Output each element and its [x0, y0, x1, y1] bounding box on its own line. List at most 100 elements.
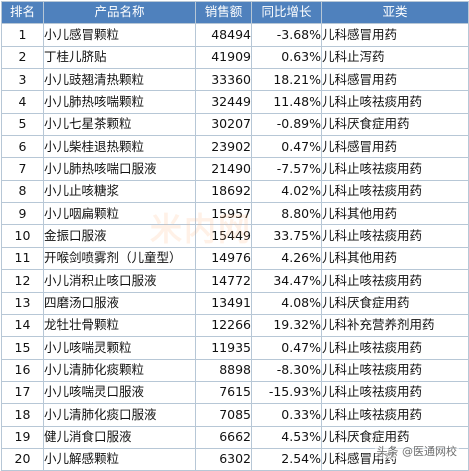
cell-yoy-growth: -15.93%	[251, 380, 322, 405]
cell-sales: 32449	[195, 90, 252, 114]
table-row: 17 小儿咳喘灵口服液 7615 -15.93% 儿科止咳祛痰用药	[1, 380, 469, 405]
cell-product-name: 小儿肺热咳喘口服液	[43, 157, 196, 181]
cell-yoy-growth: 0.33%	[251, 403, 322, 427]
cell-sales: 33360	[195, 68, 252, 92]
cell-yoy-growth: 4.02%	[251, 179, 322, 204]
cell-sales: 8898	[195, 358, 252, 382]
cell-product-name: 小儿止咳糖浆	[43, 179, 196, 204]
cell-sales: 14976	[195, 246, 252, 271]
cell-rank: 8	[1, 179, 44, 204]
table-row: 16 小儿清肺化痰颗粒 8898 -8.30% 儿科止咳祛痰用药	[1, 358, 469, 382]
cell-sales: 21490	[195, 157, 252, 181]
cell-rank: 16	[1, 358, 44, 382]
cell-category: 儿科止咳祛痰用药	[321, 90, 469, 114]
cell-sales: 11935	[195, 336, 252, 360]
cell-sales: 15449	[195, 224, 252, 248]
cell-category: 儿科止咳祛痰用药	[321, 179, 469, 204]
table-row: 3 小儿豉翘清热颗粒 33360 18.21% 儿科感冒用药	[1, 68, 469, 92]
cell-category: 儿科感冒用药	[321, 135, 469, 159]
cell-category: 儿科厌食症用药	[321, 112, 469, 137]
cell-product-name: 小儿咽扁颗粒	[43, 202, 196, 226]
cell-product-name: 小儿感冒颗粒	[43, 23, 196, 47]
table-row: 10 金振口服液 15449 33.75% 儿科止咳祛痰用药	[1, 224, 469, 248]
cell-product-name: 小儿清肺化痰颗粒	[43, 358, 196, 382]
table-row: 20 小儿解感颗粒 6302 2.54% 儿科感冒用药	[1, 447, 469, 471]
header-sales: 销售额	[195, 0, 252, 25]
cell-yoy-growth: 18.21%	[251, 68, 322, 92]
cell-product-name: 小儿消积止咳口服液	[43, 269, 196, 293]
cell-product-name: 金振口服液	[43, 224, 196, 248]
cell-category: 儿科止咳祛痰用药	[321, 157, 469, 181]
cell-rank: 2	[1, 45, 44, 70]
table-row: 14 龙牡壮骨颗粒 12266 19.32% 儿科补充营养剂用药	[1, 313, 469, 338]
cell-sales: 41909	[195, 45, 252, 70]
cell-yoy-growth: 8.80%	[251, 202, 322, 226]
cell-category: 儿科厌食症用药	[321, 291, 469, 315]
header-row: 排名 产品名称 销售额 同比增长 亚类	[1, 0, 469, 25]
header-yoy-growth: 同比增长	[251, 0, 322, 25]
cell-sales: 6662	[195, 425, 252, 449]
header-product-name: 产品名称	[43, 0, 196, 25]
cell-yoy-growth: -3.68%	[251, 23, 322, 47]
cell-category: 儿科厌食症用药	[321, 425, 469, 449]
cell-sales: 12266	[195, 313, 252, 338]
cell-category: 儿科止咳祛痰用药	[321, 380, 469, 405]
header-category: 亚类	[321, 0, 469, 25]
table-row: 2 丁桂儿脐贴 41909 0.63% 儿科止泻药	[1, 45, 469, 70]
cell-yoy-growth: 34.47%	[251, 269, 322, 293]
cell-product-name: 小儿咳喘灵口服液	[43, 380, 196, 405]
cell-sales: 7085	[195, 403, 252, 427]
header-rank: 排名	[1, 0, 44, 25]
cell-sales: 6302	[195, 447, 252, 471]
cell-rank: 11	[1, 246, 44, 271]
cell-rank: 6	[1, 135, 44, 159]
cell-sales: 30207	[195, 112, 252, 137]
cell-product-name: 小儿解感颗粒	[43, 447, 196, 471]
cell-rank: 1	[1, 23, 44, 47]
cell-product-name: 四磨汤口服液	[43, 291, 196, 315]
cell-yoy-growth: 2.54%	[251, 447, 322, 471]
cell-rank: 14	[1, 313, 44, 338]
table-row: 12 小儿消积止咳口服液 14772 34.47% 儿科止咳祛痰用药	[1, 269, 469, 293]
cell-rank: 13	[1, 291, 44, 315]
cell-yoy-growth: 4.08%	[251, 291, 322, 315]
cell-product-name: 小儿柴桂退热颗粒	[43, 135, 196, 159]
cell-product-name: 开喉剑喷雾剂（儿童型）	[43, 246, 196, 271]
table-row: 19 健儿消食口服液 6662 4.53% 儿科厌食症用药	[1, 425, 469, 449]
cell-yoy-growth: -7.57%	[251, 157, 322, 181]
cell-rank: 19	[1, 425, 44, 449]
cell-yoy-growth: -8.30%	[251, 358, 322, 382]
cell-rank: 3	[1, 68, 44, 92]
cell-product-name: 丁桂儿脐贴	[43, 45, 196, 70]
table-row: 4 小儿肺热咳喘颗粒 32449 11.48% 儿科止咳祛痰用药	[1, 90, 469, 114]
cell-rank: 12	[1, 269, 44, 293]
cell-product-name: 小儿肺热咳喘颗粒	[43, 90, 196, 114]
cell-product-name: 健儿消食口服液	[43, 425, 196, 449]
cell-category: 儿科其他用药	[321, 202, 469, 226]
cell-yoy-growth: -0.89%	[251, 112, 322, 137]
table-row: 13 四磨汤口服液 13491 4.08% 儿科厌食症用药	[1, 291, 469, 315]
cell-rank: 9	[1, 202, 44, 226]
cell-sales: 23902	[195, 135, 252, 159]
cell-category: 儿科止咳祛痰用药	[321, 269, 469, 293]
cell-category: 儿科止咳祛痰用药	[321, 224, 469, 248]
table-row: 1 小儿感冒颗粒 48494 -3.68% 儿科感冒用药	[1, 23, 469, 47]
cell-sales: 7615	[195, 380, 252, 405]
cell-sales: 14772	[195, 269, 252, 293]
cell-product-name: 小儿咳喘灵颗粒	[43, 336, 196, 360]
cell-rank: 7	[1, 157, 44, 181]
cell-category: 儿科补充营养剂用药	[321, 313, 469, 338]
cell-sales: 18692	[195, 179, 252, 204]
cell-rank: 5	[1, 112, 44, 137]
cell-rank: 17	[1, 380, 44, 405]
cell-category: 儿科感冒用药	[321, 23, 469, 47]
cell-yoy-growth: 0.47%	[251, 135, 322, 159]
cell-rank: 15	[1, 336, 44, 360]
table-row: 8 小儿止咳糖浆 18692 4.02% 儿科止咳祛痰用药	[1, 179, 469, 204]
table-row: 15 小儿咳喘灵颗粒 11935 0.47% 儿科止咳祛痰用药	[1, 336, 469, 360]
cell-category: 儿科其他用药	[321, 246, 469, 271]
cell-category: 儿科止咳祛痰用药	[321, 403, 469, 427]
cell-yoy-growth: 19.32%	[251, 313, 322, 338]
cell-yoy-growth: 11.48%	[251, 90, 322, 114]
